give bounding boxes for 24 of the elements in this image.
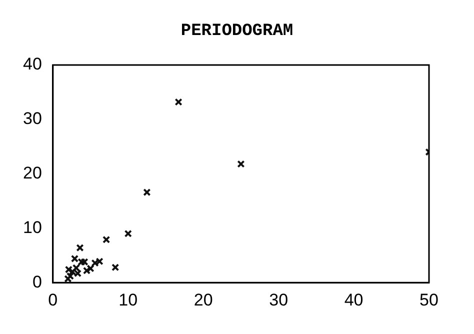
point	[86, 264, 94, 272]
point	[174, 98, 182, 106]
x-tick-label: 50	[420, 290, 438, 310]
x-tick-label: 40	[344, 290, 364, 310]
point	[68, 268, 76, 276]
x-tick-label: 30	[269, 290, 288, 310]
point	[76, 244, 84, 252]
y-tick-label: 40	[22, 54, 42, 74]
point	[124, 230, 132, 238]
point	[143, 188, 151, 196]
point	[102, 236, 110, 244]
y-tick-label: 30	[22, 109, 42, 128]
point	[96, 258, 104, 266]
point	[91, 259, 99, 267]
y-tick-label: 20	[22, 163, 42, 182]
x-tick-label: 10	[118, 290, 138, 310]
y-tick-label: 10	[22, 218, 42, 237]
point	[78, 258, 86, 266]
x-tick-label: 0	[48, 290, 58, 310]
x-tick-label: 20	[194, 290, 213, 310]
point	[237, 160, 245, 168]
chart-title: PERIODOGRAM	[180, 22, 294, 41]
y-tick-label: 0	[32, 272, 42, 292]
point	[112, 264, 120, 272]
